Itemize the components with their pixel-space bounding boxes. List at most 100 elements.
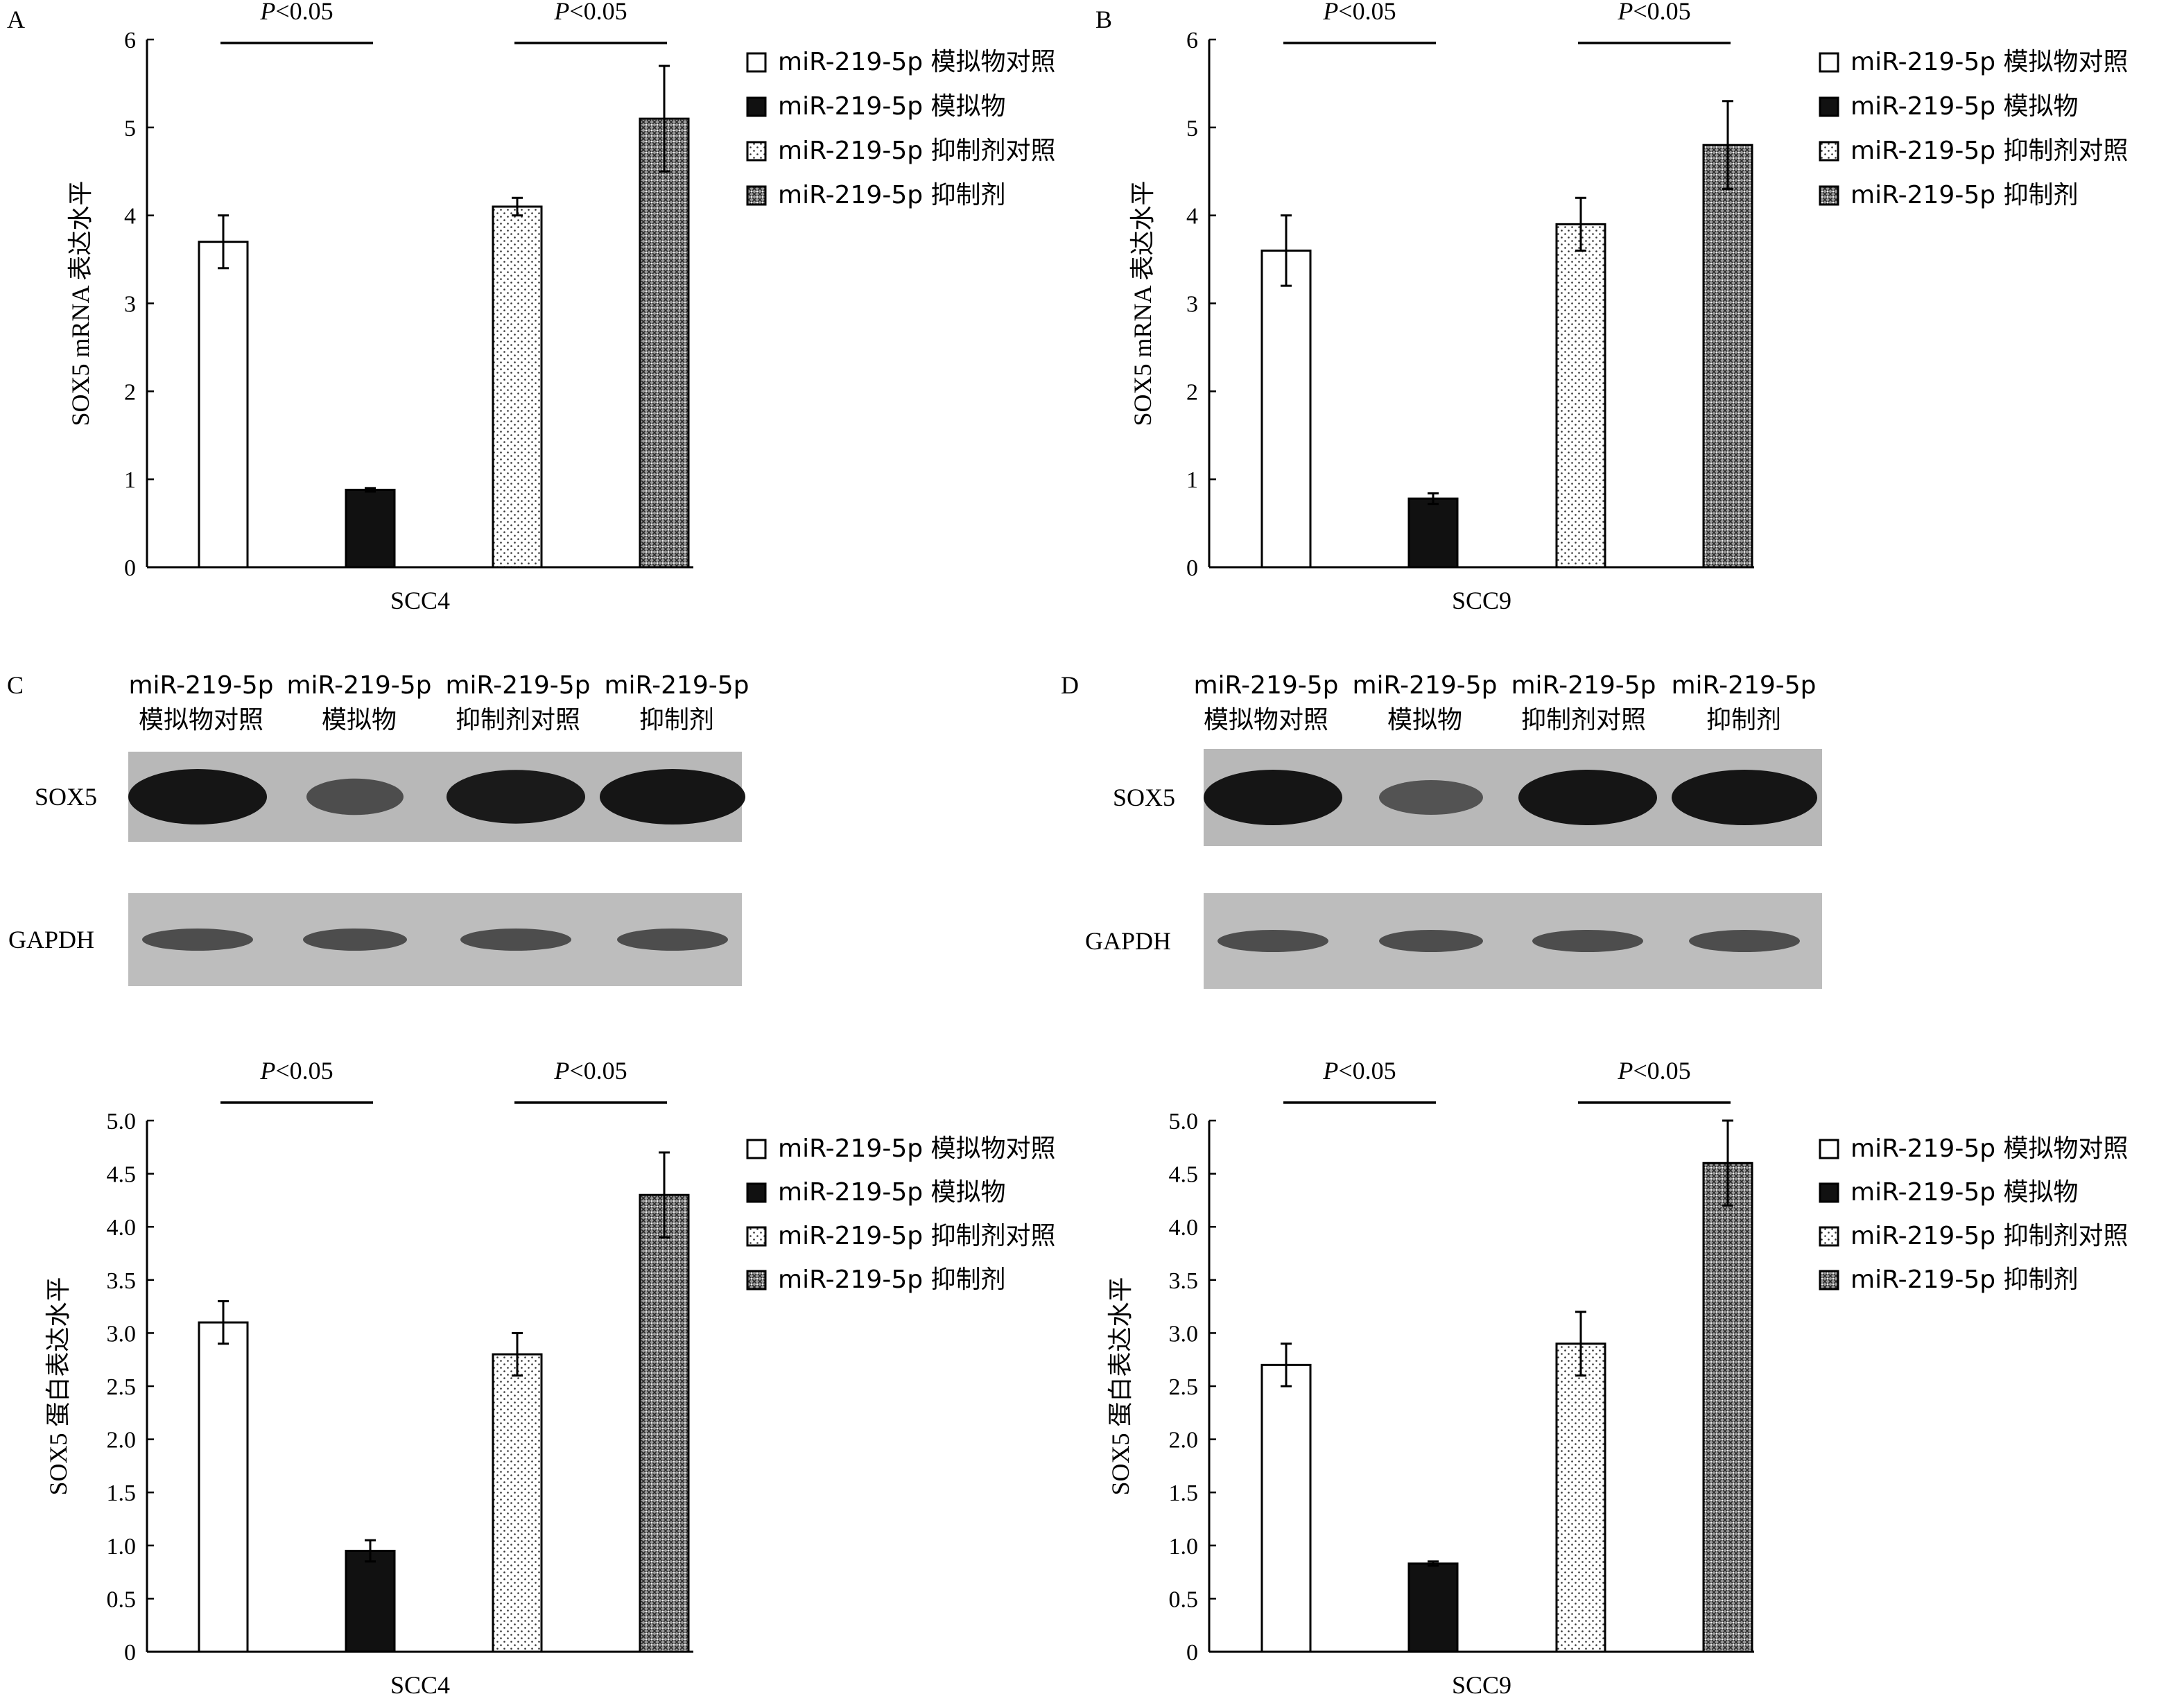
y-tick-label: 5.0: [107, 1109, 137, 1134]
y-tick-label: 3.0: [107, 1321, 137, 1347]
lane-label-line1: miR-219-5p: [1193, 671, 1338, 700]
y-tick-label: 1.5: [107, 1480, 137, 1506]
chart-C-protein-scc4: 0 0.5 1.0 1.5 2.0 2.5 3.0 3.5 4.0 4.5 5.0 SOX5 蛋白表达…: [44, 1057, 1056, 1699]
significance-label: P<0.05: [1617, 0, 1690, 25]
y-tick-label: 4.0: [1169, 1215, 1199, 1241]
y-tick-label: 3: [1186, 292, 1198, 318]
gapdh-band: [1379, 930, 1483, 952]
bar: [1702, 1162, 1753, 1653]
legend-label: miR-219-5p 模拟物对照: [1851, 1134, 2129, 1163]
legend-swatch: [746, 52, 767, 73]
lane-label-line1: miR-219-5p: [1671, 671, 1816, 700]
sox5-band: [1672, 770, 1817, 825]
legend-swatch: [1819, 52, 1839, 73]
lane-label-line2: 模拟物: [322, 706, 397, 734]
chart-A-mrna-scc4: 0 1 2 3 4 5 6 SOX5 mRNA 表达水平 SCC4 P<0.05 P<0.05 miR…: [67, 0, 1056, 614]
y-tick-label: 6: [1186, 28, 1198, 53]
gapdh-band: [617, 929, 728, 951]
legend-label: miR-219-5p 模拟物对照: [1851, 48, 2129, 76]
bar: [1260, 1363, 1312, 1653]
gapdh-band: [1532, 930, 1643, 952]
y-tick-label: 2: [1186, 379, 1198, 405]
x-axis-label: SCC4: [390, 587, 450, 614]
y-tick-label: 4.5: [1169, 1162, 1199, 1188]
bar: [1702, 144, 1753, 569]
lane-label-line1: miR-219-5p: [1352, 671, 1497, 700]
y-tick-label: 0.5: [107, 1587, 137, 1612]
gapdh-band: [303, 929, 407, 951]
legend-label: miR-219-5p 抑制剂: [778, 1266, 1006, 1294]
y-tick-label: 1.0: [1169, 1534, 1199, 1560]
significance-label: P<0.05: [1322, 1057, 1396, 1085]
legend-label: miR-219-5p 模拟物: [778, 92, 1006, 121]
lane-label-line1: miR-219-5p: [1511, 671, 1656, 700]
gapdh-band: [1217, 930, 1328, 952]
legend-label: miR-219-5p 抑制剂对照: [778, 1222, 1056, 1250]
panel-letter-C: C: [7, 671, 24, 699]
y-tick-label: 4: [1186, 204, 1198, 230]
row-label-sox5: SOX5: [35, 783, 97, 811]
sox5-band: [1379, 780, 1483, 815]
gapdh-band: [1689, 930, 1800, 952]
legend-label: miR-219-5p 抑制剂对照: [778, 137, 1056, 165]
legend-label: miR-219-5p 抑制剂: [1851, 181, 2079, 209]
bar: [1407, 497, 1459, 569]
legend-label: miR-219-5p 抑制剂对照: [1851, 137, 2129, 165]
gapdh-band: [142, 929, 253, 951]
y-tick-label: 1.5: [1169, 1480, 1199, 1506]
bar: [492, 205, 543, 569]
gapdh-band: [460, 929, 571, 951]
significance-label: P<0.05: [553, 0, 627, 25]
y-tick-label: 5: [124, 116, 136, 141]
chart-D-protein-scc9: 0 0.5 1.0 1.5 2.0 2.5 3.0 3.5 4.0 4.5 5.0 SOX5 蛋白表达…: [1107, 1057, 2129, 1699]
row-label-gapdh: GAPDH: [1085, 927, 1171, 955]
legend-swatch: [1819, 96, 1839, 117]
panel-letter-D: D: [1061, 671, 1079, 699]
legend-swatch: [746, 185, 767, 206]
legend-swatch: [1819, 1270, 1839, 1290]
legend-swatch: [746, 1226, 767, 1247]
lane-label-line2: 模拟物: [1387, 706, 1462, 734]
legend-swatch: [1819, 1139, 1839, 1159]
y-tick-label: 5.0: [1169, 1109, 1199, 1134]
legend-swatch: [746, 1139, 767, 1159]
row-label-sox5: SOX5: [1113, 784, 1175, 811]
significance-label: P<0.05: [553, 1057, 627, 1085]
significance-label: P<0.05: [259, 0, 333, 25]
bar: [198, 1321, 249, 1653]
legend-label: miR-219-5p 模拟物: [778, 1178, 1006, 1207]
y-tick-label: 3.0: [1169, 1321, 1199, 1347]
y-tick-label: 2.5: [107, 1374, 137, 1400]
y-tick-label: 3.5: [107, 1268, 137, 1294]
y-axis-label: SOX5 蛋白表达水平: [44, 1277, 72, 1495]
lane-label-line2: 模拟物对照: [1204, 706, 1328, 734]
significance-label: P<0.05: [1617, 1057, 1690, 1085]
y-tick-label: 3.5: [1169, 1268, 1199, 1294]
y-tick-label: 2: [124, 379, 136, 405]
y-tick-label: 4.0: [107, 1215, 137, 1241]
lane-label-line2: 抑制剂: [639, 706, 714, 734]
legend-swatch: [746, 1182, 767, 1203]
y-tick-label: 0: [1186, 555, 1198, 581]
significance-label: P<0.05: [1322, 0, 1396, 25]
y-tick-label: 1: [124, 467, 136, 493]
legend-swatch: [1819, 1226, 1839, 1247]
lane-label-line1: miR-219-5p: [445, 671, 590, 700]
bar: [1555, 223, 1606, 569]
y-tick-label: 2.0: [107, 1428, 137, 1453]
significance-label: P<0.05: [259, 1057, 333, 1085]
legend-label: miR-219-5p 抑制剂: [1851, 1266, 2079, 1294]
panel-letter-B: B: [1095, 6, 1112, 33]
chart-B-mrna-scc9: 0 1 2 3 4 5 6 SOX5 mRNA 表达水平 SCC9 P<0.05 P<0.05 miR…: [1129, 0, 2129, 614]
y-tick-label: 2.0: [1169, 1428, 1199, 1453]
legend-swatch: [1819, 185, 1839, 206]
bar: [1407, 1562, 1459, 1653]
bar: [345, 488, 396, 569]
lane-label-line2: 抑制剂对照: [1521, 706, 1646, 734]
legend-swatch: [746, 141, 767, 162]
bar: [198, 241, 249, 569]
x-axis-label: SCC4: [390, 1671, 450, 1699]
lane-label-line1: miR-219-5p: [286, 671, 431, 700]
row-label-gapdh: GAPDH: [8, 926, 94, 953]
western-blot-C: miR-219-5p 模拟物对照 miR-219-5p 模拟物 miR-219-5p 抑制…: [8, 671, 749, 986]
